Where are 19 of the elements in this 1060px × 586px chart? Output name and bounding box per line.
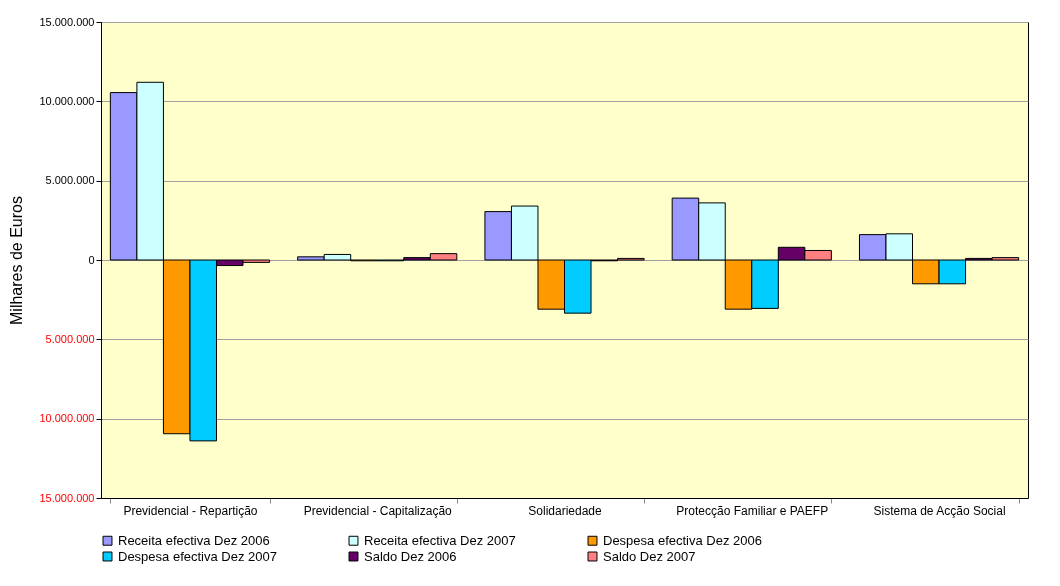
legend-label: Despesa efectiva Dez 2006 — [603, 532, 762, 548]
legend-label: Receita efectiva Dez 2007 — [364, 532, 516, 548]
legend-label: Receita efectiva Dez 2006 — [118, 532, 270, 548]
y-tick-label: 15.000.000 — [39, 15, 95, 28]
y-tick-label: 10.000.000 — [39, 94, 95, 107]
y-tick-label: 5.000.000 — [45, 332, 95, 345]
legend-label: Despesa efectiva Dez 2007 — [118, 548, 277, 564]
x-tick-label: Protecção Familiar e PAEFP — [676, 503, 829, 518]
x-tick-label: Previdencial - Capitalização — [303, 503, 453, 518]
x-tick-label: Solidariedade — [528, 503, 603, 518]
legend-label: Saldo Dez 2006 — [364, 548, 457, 564]
y-tick-label: 5.000.000 — [45, 174, 95, 187]
x-tick-label: Sistema de Acção Social — [873, 503, 1006, 518]
y-tick-label: 10.000.000 — [39, 412, 95, 425]
y-axis-title: Milhares de Euros — [8, 196, 26, 325]
x-tick-label: Previdencial - Repartição — [123, 503, 258, 518]
y-tick-label: 0 — [88, 253, 95, 266]
legend-label: Saldo Dez 2007 — [603, 548, 696, 564]
y-tick-label: 15.000.000 — [39, 491, 95, 504]
